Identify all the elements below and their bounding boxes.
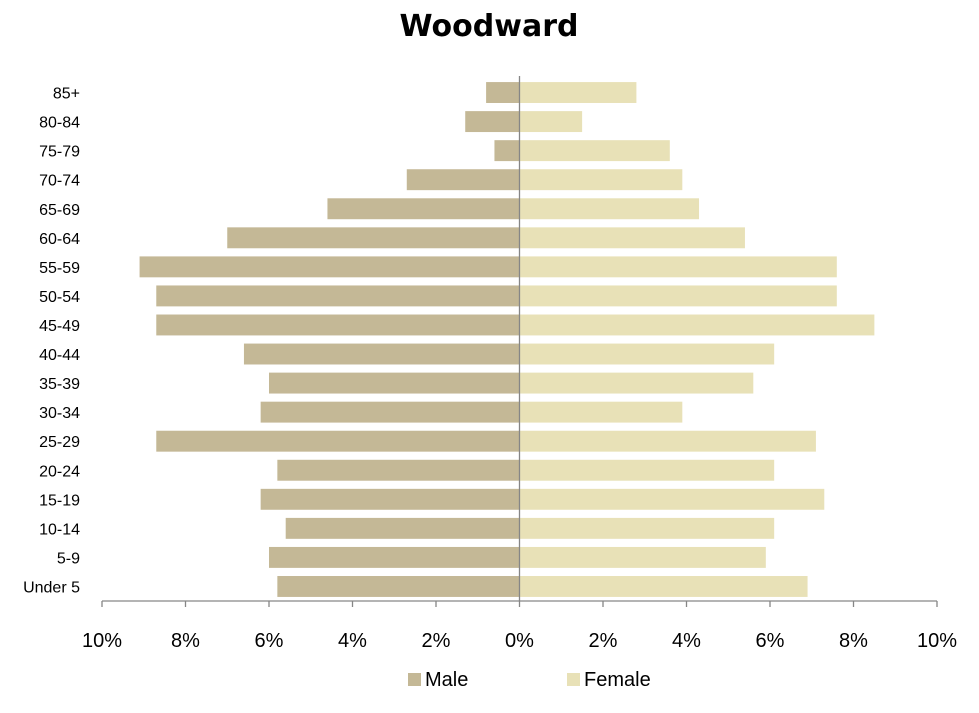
bar-male-13 <box>327 198 520 220</box>
x-tick-label: 6% <box>255 630 284 652</box>
x-tick-label: 10% <box>917 630 957 652</box>
bar-male-17 <box>486 82 520 103</box>
x-tick-label: 8% <box>839 630 868 652</box>
x-tick-label: 2% <box>422 630 451 652</box>
x-tick-label: 10% <box>82 630 122 652</box>
y-tick-label: 20-24 <box>39 463 80 480</box>
bars-group <box>139 82 875 597</box>
bar-female-1 <box>519 546 766 568</box>
x-tick-label: 4% <box>672 630 701 652</box>
bar-female-11 <box>519 256 837 278</box>
bar-female-8 <box>519 343 775 365</box>
bar-male-1 <box>269 546 520 568</box>
y-tick-label: 80-84 <box>39 115 80 132</box>
bar-male-16 <box>465 111 520 133</box>
bar-female-9 <box>519 314 875 336</box>
y-tick-label: 50-54 <box>39 289 80 306</box>
y-tick-label: 25-29 <box>39 434 80 451</box>
bar-female-5 <box>519 430 816 452</box>
bar-male-10 <box>156 285 520 307</box>
bar-male-3 <box>260 488 520 510</box>
legend-label-female: Female <box>584 669 651 691</box>
bar-female-15 <box>519 140 670 162</box>
x-tick-label: 4% <box>338 630 367 652</box>
bar-female-7 <box>519 372 754 394</box>
y-tick-label: 15-19 <box>39 492 80 509</box>
y-tick-label: 10-14 <box>39 521 80 538</box>
x-axis: 10% 8% 6% 4% 2% 0% 2% 4% 6% 8% 10% <box>82 76 957 652</box>
bar-female-4 <box>519 459 775 481</box>
bar-female-3 <box>519 488 825 510</box>
x-tick-label: 8% <box>171 630 200 652</box>
y-tick-label: 85+ <box>53 86 80 103</box>
bar-male-4 <box>277 459 520 481</box>
bar-female-0 <box>519 576 808 597</box>
bar-male-15 <box>494 140 520 162</box>
bar-male-12 <box>227 227 520 249</box>
bar-female-16 <box>519 111 583 133</box>
bar-male-6 <box>260 401 520 423</box>
bar-female-12 <box>519 227 745 249</box>
bar-male-8 <box>243 343 520 365</box>
bar-male-2 <box>285 517 520 539</box>
bar-male-9 <box>156 314 520 336</box>
y-tick-label: Under 5 <box>23 579 80 596</box>
y-tick-label: 40-44 <box>39 347 80 364</box>
bar-male-5 <box>156 430 520 452</box>
bar-male-7 <box>269 372 520 394</box>
y-tick-label: 5-9 <box>57 550 80 567</box>
legend-label-male: Male <box>425 669 468 691</box>
y-tick-label: 60-64 <box>39 231 80 248</box>
y-axis-labels: Under 5 5-9 10-14 15-19 20-24 25-29 30-34 35-39… <box>23 86 80 597</box>
x-tick-label: 6% <box>756 630 785 652</box>
bar-female-2 <box>519 517 775 539</box>
bar-male-11 <box>139 256 520 278</box>
y-tick-label: 30-34 <box>39 405 80 422</box>
y-tick-label: 35-39 <box>39 376 80 393</box>
bar-female-10 <box>519 285 837 307</box>
y-tick-label: 75-79 <box>39 144 80 161</box>
y-tick-label: 70-74 <box>39 173 80 190</box>
legend-swatch-female <box>567 673 580 686</box>
y-tick-label: 45-49 <box>39 318 80 335</box>
legend-swatch-male <box>408 673 421 686</box>
bar-female-13 <box>519 198 700 220</box>
legend: Male Female <box>408 669 651 691</box>
y-tick-label: 55-59 <box>39 260 80 277</box>
x-tick-label: 2% <box>589 630 618 652</box>
bar-male-14 <box>406 169 520 191</box>
chart-title: Woodward <box>400 9 579 44</box>
bar-female-6 <box>519 401 683 423</box>
bar-male-0 <box>277 576 520 597</box>
bar-female-14 <box>519 169 683 191</box>
y-tick-label: 65-69 <box>39 202 80 219</box>
x-tick-label: 0% <box>505 630 534 652</box>
bar-female-17 <box>519 82 637 103</box>
